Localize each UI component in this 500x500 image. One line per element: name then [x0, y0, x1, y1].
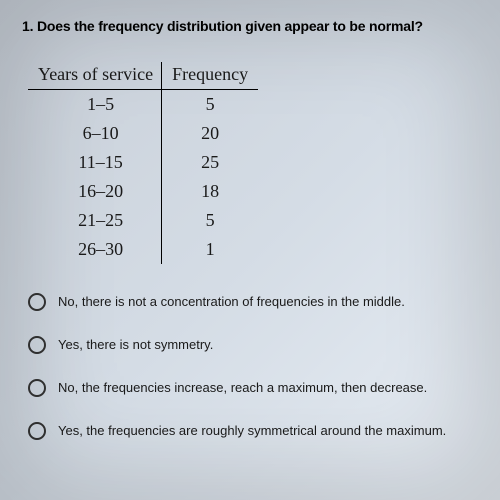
- option-d[interactable]: Yes, the frequencies are roughly symmetr…: [28, 423, 478, 440]
- table-header-years: Years of service: [28, 62, 162, 90]
- table-row: 16–20 18: [28, 177, 258, 206]
- table-row: 26–30 1: [28, 235, 258, 264]
- table-cell: 1: [162, 235, 258, 264]
- question-number: 1.: [22, 18, 33, 34]
- option-a[interactable]: No, there is not a concentration of freq…: [28, 294, 478, 311]
- option-a-text: No, there is not a concentration of freq…: [58, 294, 405, 311]
- table-row: 11–15 25: [28, 148, 258, 177]
- radio-icon: [28, 293, 46, 311]
- radio-icon: [28, 379, 46, 397]
- table-cell: 11–15: [28, 148, 162, 177]
- radio-icon: [28, 422, 46, 440]
- table-header-frequency: Frequency: [162, 62, 258, 90]
- option-b[interactable]: Yes, there is not symmetry.: [28, 337, 478, 354]
- option-c[interactable]: No, the frequencies increase, reach a ma…: [28, 380, 478, 397]
- radio-icon: [28, 336, 46, 354]
- table-cell: 1–5: [28, 90, 162, 120]
- table-cell: 25: [162, 148, 258, 177]
- table-cell: 6–10: [28, 119, 162, 148]
- table-cell: 20: [162, 119, 258, 148]
- question-body: Does the frequency distribution given ap…: [37, 18, 423, 34]
- question-text: 1. Does the frequency distribution given…: [22, 18, 478, 34]
- options-group: No, there is not a concentration of freq…: [28, 294, 478, 440]
- table-cell: 5: [162, 206, 258, 235]
- option-c-text: No, the frequencies increase, reach a ma…: [58, 380, 427, 397]
- table-cell: 16–20: [28, 177, 162, 206]
- table-row: 1–5 5: [28, 90, 258, 120]
- option-b-text: Yes, there is not symmetry.: [58, 337, 213, 354]
- table-row: 6–10 20: [28, 119, 258, 148]
- frequency-table-wrap: Years of service Frequency 1–5 5 6–10 20…: [28, 62, 478, 264]
- table-row: 21–25 5: [28, 206, 258, 235]
- table-cell: 26–30: [28, 235, 162, 264]
- option-d-text: Yes, the frequencies are roughly symmetr…: [58, 423, 446, 440]
- table-cell: 21–25: [28, 206, 162, 235]
- table-cell: 5: [162, 90, 258, 120]
- frequency-table: Years of service Frequency 1–5 5 6–10 20…: [28, 62, 258, 264]
- table-cell: 18: [162, 177, 258, 206]
